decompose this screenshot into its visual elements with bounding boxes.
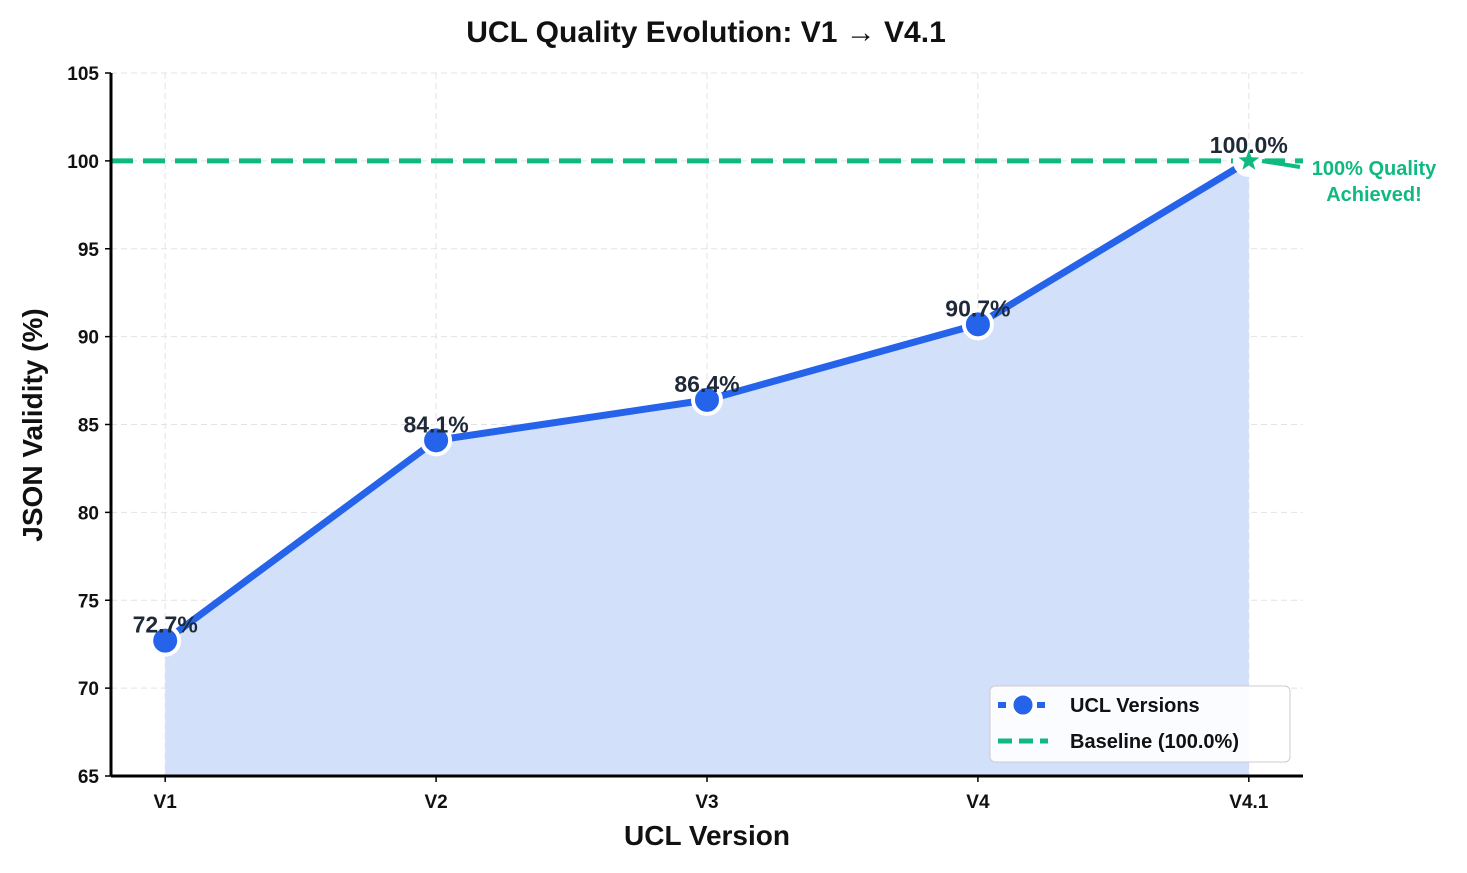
x-tick-label: V2: [424, 792, 447, 813]
data-labels: 72.7% 84.1% 86.4% 90.7% 100.0%: [133, 132, 1288, 638]
data-label: 72.7%: [133, 612, 198, 638]
data-label: 90.7%: [945, 295, 1010, 321]
annotation-arrow: [1261, 159, 1301, 169]
legend-marker-ucl-versions: [1010, 692, 1036, 718]
data-point-marker: [691, 383, 723, 416]
ticks: 65 70 75 80 85 90 95 100 105 V1 V2 V3 V4 V4.1: [67, 64, 1268, 813]
data-label: 100.0%: [1210, 132, 1288, 158]
y-axis-label: JSON Validity (%): [17, 308, 48, 541]
y-tick-label: 65: [78, 767, 100, 788]
data-point-marker: [149, 624, 182, 657]
annotation-line-1: 100% Quality: [1312, 158, 1437, 180]
markers: [149, 144, 1265, 657]
data-label: 84.1%: [403, 411, 468, 437]
y-tick-label: 90: [78, 328, 99, 349]
x-tick-label: V4.1: [1229, 792, 1269, 813]
area-fill: [165, 160, 1249, 776]
y-tick-label: 80: [78, 503, 99, 524]
legend: UCL Versions Baseline (100.0%): [989, 685, 1291, 763]
star-icon: [1238, 149, 1260, 170]
x-tick-label: V4: [966, 792, 990, 813]
y-tick-label: 70: [78, 679, 99, 700]
annotation: 100% Quality Achieved!: [1261, 158, 1437, 206]
legend-label-baseline: Baseline (100.0%): [1070, 731, 1239, 753]
y-tick-label: 105: [67, 64, 99, 85]
y-tick-label: 75: [78, 591, 100, 612]
x-tick-label: V1: [154, 792, 178, 813]
legend-label-ucl-versions: UCL Versions: [1070, 695, 1200, 717]
data-label: 86.4%: [674, 371, 739, 397]
annotation-line-2: Achieved!: [1326, 184, 1422, 206]
y-tick-label: 95: [78, 240, 100, 261]
chart-title: UCL Quality Evolution: V1 → V4.1: [466, 16, 946, 49]
x-axis-label: UCL Version: [624, 820, 790, 851]
y-tick-label: 100: [67, 152, 99, 173]
y-tick-label: 85: [78, 416, 100, 437]
data-point-marker: [961, 308, 994, 341]
data-point-marker: [420, 424, 453, 457]
x-tick-label: V3: [695, 792, 718, 813]
